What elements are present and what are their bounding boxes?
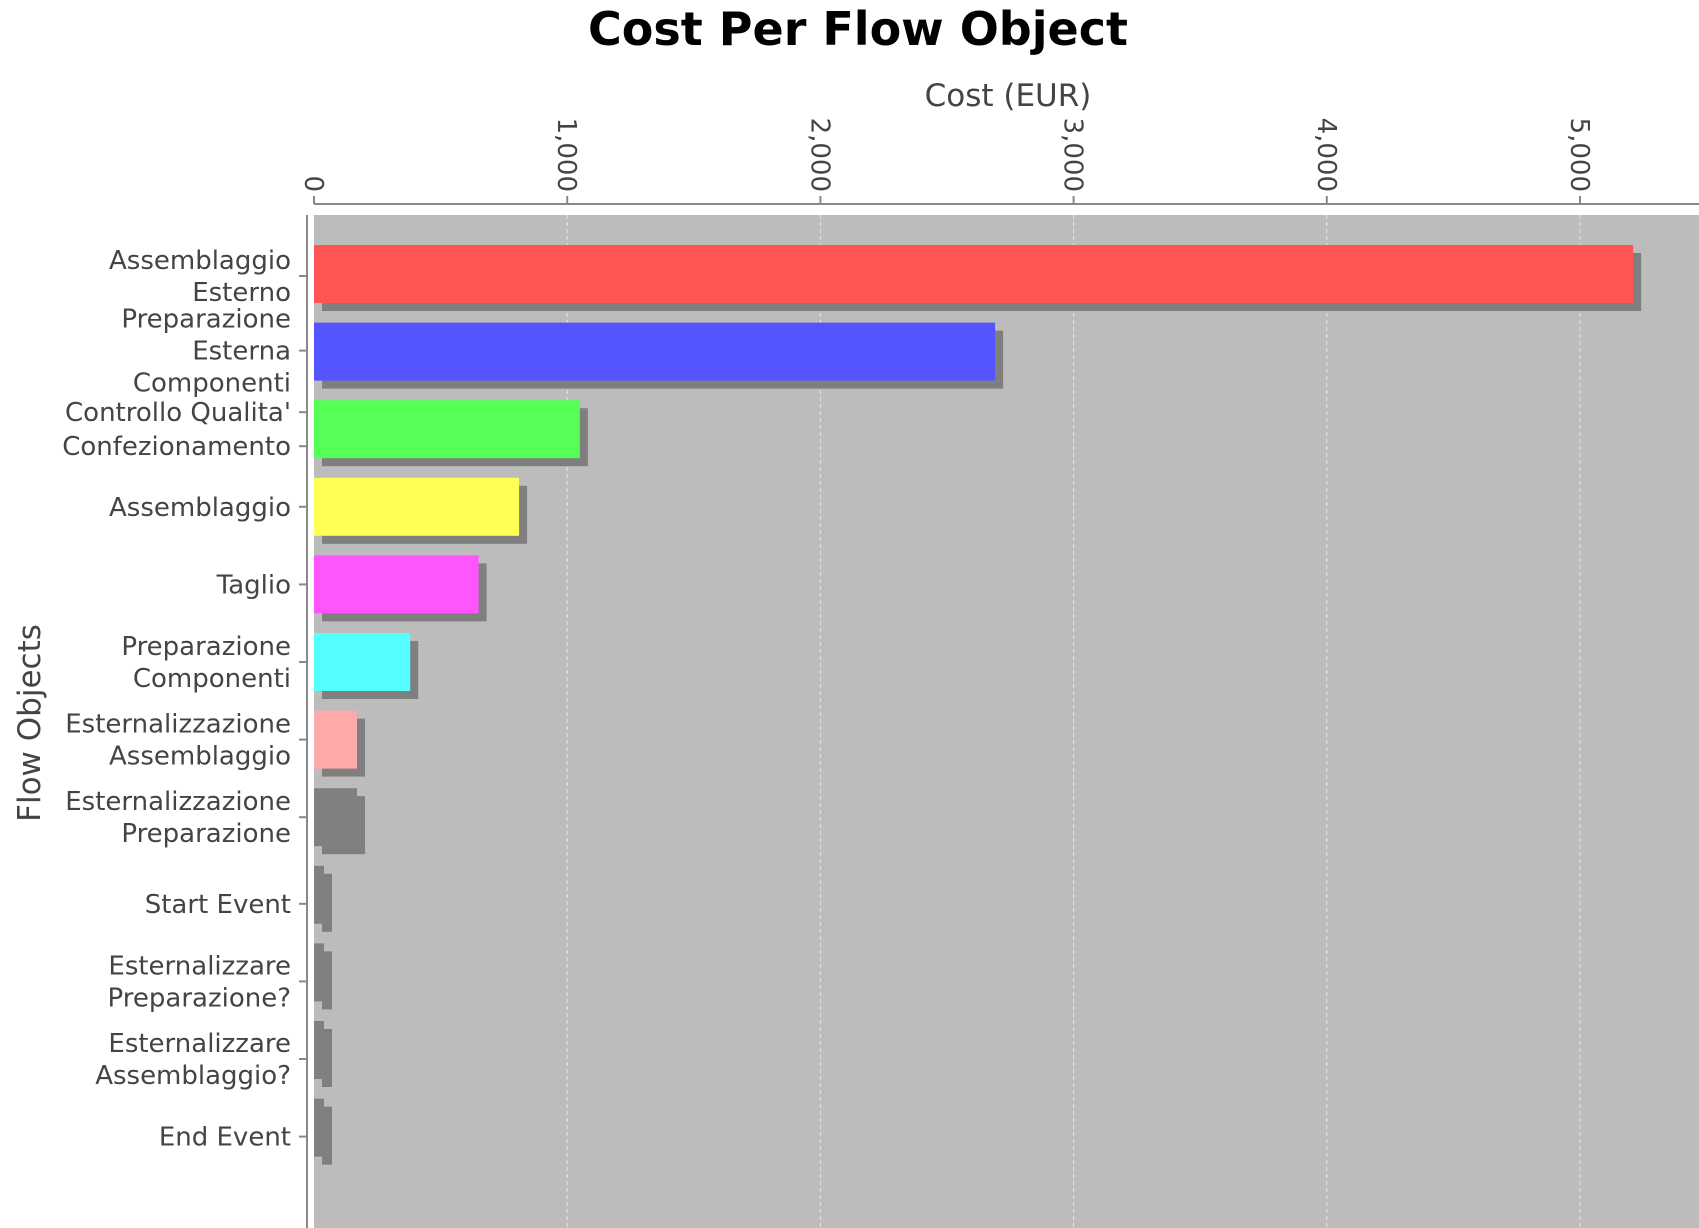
category-label-line: Controllo Qualita' <box>65 398 291 428</box>
category-label-line: Assemblaggio <box>109 742 291 772</box>
category-label-line: Start Event <box>145 890 291 920</box>
category-label-line: Preparazione? <box>108 983 291 1013</box>
category-label-line: End Event <box>159 1123 291 1153</box>
category-label-line: Esternalizzazione <box>65 787 291 817</box>
bar-shadow <box>322 951 332 1010</box>
bars <box>314 245 1634 1157</box>
category-label-line: Confezionamento <box>62 432 291 462</box>
category-label: Esternalizzazione Assemblaggio <box>65 710 291 772</box>
category-label-line: Preparazione <box>121 632 291 662</box>
category-label-line: Assemblaggio? <box>95 1061 291 1091</box>
category-label-line: Esternalizzare <box>108 1029 291 1059</box>
category-label: Esternalizzazione Preparazione <box>65 787 291 849</box>
category-label: Start Event <box>145 890 291 920</box>
x-tick-label: 0 <box>298 175 328 192</box>
x-tick-label: 2,000 <box>804 118 834 192</box>
category-label: Esternalizzare Preparazione? <box>108 951 291 1013</box>
bar-shadow <box>322 1029 332 1087</box>
x-tick-label: 4,000 <box>1311 118 1341 192</box>
category-label-line: Taglio <box>216 570 291 600</box>
bar <box>314 633 411 691</box>
category-label: End Event <box>159 1123 291 1153</box>
bar <box>314 245 1634 303</box>
category-label-line: Assemblaggio <box>109 246 291 276</box>
category-label-line: Preparazione <box>121 305 291 335</box>
bar <box>314 710 358 769</box>
bar <box>314 477 520 536</box>
category-label: Assemblaggio Esterno <box>109 246 291 308</box>
category-label: Preparazione Componenti <box>121 632 291 694</box>
bar <box>314 400 580 459</box>
bar <box>314 788 358 847</box>
bar <box>314 555 479 614</box>
category-label-line: Esternalizzare <box>108 951 291 981</box>
category-label: Preparazione Esterna Componenti <box>121 305 291 399</box>
category-label: Confezionamento <box>62 432 291 462</box>
x-axis-title: Cost (EUR) <box>925 78 1092 114</box>
bar <box>314 1098 324 1157</box>
bar-shadow <box>322 873 332 932</box>
x-tick-label: 1,000 <box>551 118 581 192</box>
category-label-line: Preparazione <box>121 819 291 849</box>
x-axis-ticks: 0 1,000 2,000 3,000 4,000 5,000 <box>298 118 1594 204</box>
category-label-line: Componenti <box>133 369 291 399</box>
x-tick-label: 3,000 <box>1058 118 1088 192</box>
bar <box>314 322 996 381</box>
category-label-line: Esterna <box>192 337 291 367</box>
chart-title: Cost Per Flow Object <box>588 2 1128 56</box>
bar <box>314 1021 324 1079</box>
bar-shadow <box>322 1106 332 1165</box>
y-axis-title: Flow Objects <box>12 624 48 822</box>
category-label-line: Esterno <box>192 278 291 308</box>
category-label: Controllo Qualita' <box>65 398 291 428</box>
bar <box>314 943 324 1002</box>
bar <box>314 865 324 924</box>
category-label-line: Assemblaggio <box>109 493 291 523</box>
category-label: Assemblaggio <box>109 493 291 523</box>
category-label-line: Componenti <box>133 664 291 694</box>
x-tick-label: 5,000 <box>1564 118 1594 192</box>
category-label: Taglio <box>216 570 291 600</box>
category-label-line: Esternalizzazione <box>65 710 291 740</box>
category-label: Esternalizzare Assemblaggio? <box>95 1029 291 1091</box>
